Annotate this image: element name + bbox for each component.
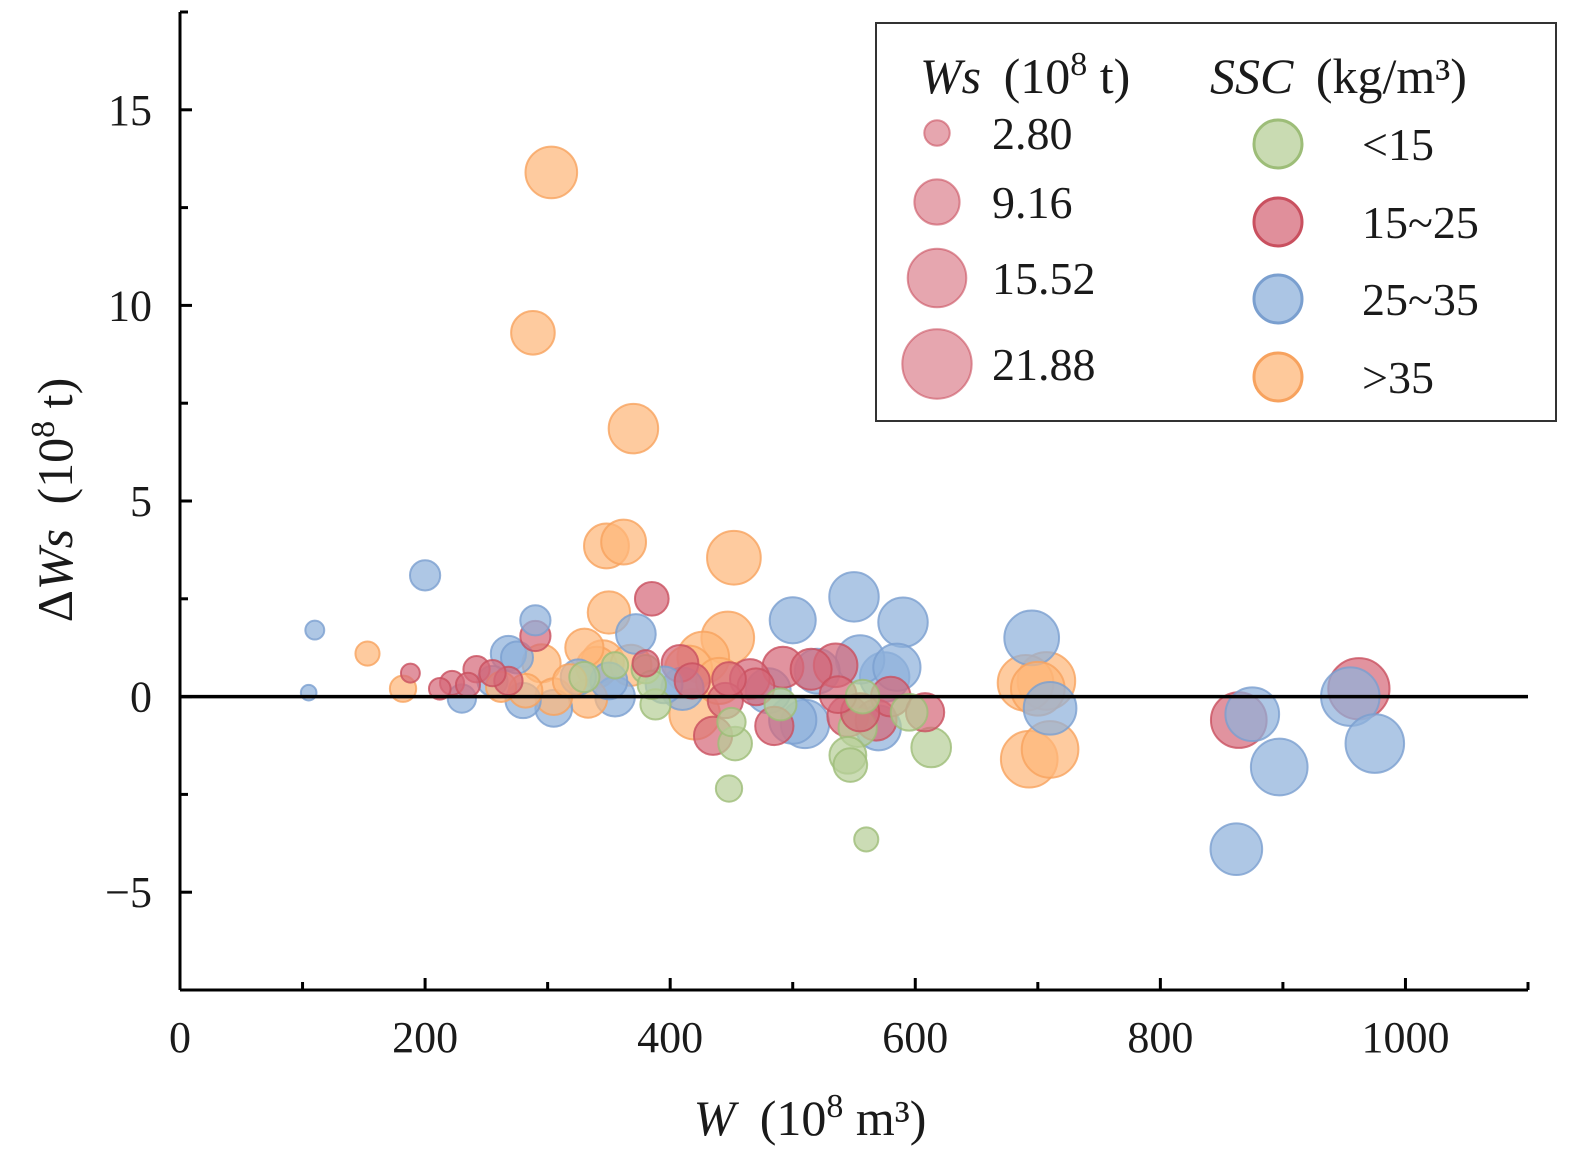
- color-legend-marker: [1252, 196, 1304, 248]
- size-legend-marker: [901, 328, 973, 400]
- x-tick-label: 600: [882, 1013, 948, 1062]
- bubble-point-gt35: [524, 145, 579, 200]
- x-tick-label: 1000: [1361, 1013, 1449, 1062]
- bubble-point-25to35: [1224, 686, 1281, 743]
- size-legend-label: 9.16: [992, 177, 1073, 228]
- y-tick-label: 10: [108, 281, 152, 330]
- color-legend-label: >35: [1362, 352, 1434, 403]
- bubble-point-25to35: [828, 571, 880, 623]
- bubble-point-lt15: [889, 692, 929, 732]
- bubble-point-gt35: [600, 518, 648, 566]
- bubble-point-15to25: [399, 662, 421, 684]
- bubble-point-lt15: [714, 774, 744, 803]
- bubble-point-25to35: [1022, 680, 1078, 736]
- bubble-point-25to35: [1344, 713, 1406, 774]
- bubble-point-25to35: [1003, 609, 1061, 667]
- bubble-point-lt15: [600, 651, 630, 680]
- x-tick-label: 200: [392, 1013, 458, 1062]
- bubble-point-15to25: [478, 658, 507, 688]
- bubble-point-25to35: [304, 619, 326, 641]
- bubble-point-lt15: [853, 826, 880, 853]
- bubble-point-gt35: [607, 402, 660, 455]
- bubble-point-25to35: [768, 596, 817, 645]
- size-legend-marker: [923, 119, 951, 147]
- bubble-point-15to25: [454, 671, 482, 698]
- size-legend-label: 2.80: [992, 108, 1073, 159]
- size-legend-label: 21.88: [992, 339, 1096, 390]
- color-legend-title: SSC (kg/m³): [1210, 48, 1467, 104]
- bubble-point-25to35: [408, 559, 442, 592]
- size-legend-label: 15.52: [992, 253, 1096, 304]
- x-tick-label: 0: [169, 1013, 191, 1062]
- bubble-point-15to25: [789, 647, 833, 691]
- bubble-point-15to25: [711, 661, 747, 697]
- size-legend-items: 2.80 9.16 15.52 21.88: [901, 108, 1096, 400]
- x-tick-label: 800: [1127, 1013, 1193, 1062]
- x-axis-title: W (108 m³): [694, 1088, 927, 1146]
- bubbles-layer: [299, 145, 1406, 876]
- bubble-point-25to35: [615, 613, 657, 655]
- y-tick-label: 0: [130, 673, 152, 722]
- legend: Ws (108 t) SSC (kg/m³) 2.80 9.16 15.52 21.8…: [875, 22, 1557, 422]
- color-legend-items: <15 15~25 25~35 >35: [1252, 118, 1479, 403]
- y-axis-title: ΔWs (108 t): [25, 378, 83, 622]
- ticks: 0 200 400 600 800 1000 −5 0 5 10 15: [105, 10, 1530, 1062]
- legend-box: [875, 22, 1557, 422]
- y-tick-label: 5: [130, 477, 152, 526]
- bubble-point-15to25: [633, 580, 670, 617]
- bubble-point-lt15: [832, 747, 869, 783]
- bubble-point-gt35: [354, 640, 381, 667]
- bubble-point-15to25: [427, 676, 452, 701]
- color-legend-label: 25~35: [1362, 274, 1479, 325]
- bubble-point-lt15: [910, 726, 953, 769]
- size-legend-title: Ws (108 t): [920, 46, 1130, 104]
- size-legend-marker: [913, 178, 961, 226]
- x-tick-label: 400: [637, 1013, 703, 1062]
- color-legend-label: 15~25: [1362, 197, 1479, 248]
- bubble-point-gt35: [510, 309, 556, 356]
- bubble-point-25to35: [877, 596, 929, 649]
- bubble-point-lt15: [763, 687, 798, 722]
- size-legend-marker: [906, 247, 968, 309]
- bubble-point-25to35: [519, 604, 552, 637]
- bubble-point-15to25: [673, 662, 711, 700]
- bubble-point-gt35: [706, 529, 762, 586]
- bubble-point-lt15: [568, 660, 601, 694]
- color-legend-marker: [1252, 273, 1304, 325]
- bubble-point-25to35: [1249, 737, 1309, 797]
- color-legend-label: <15: [1362, 119, 1434, 170]
- color-legend-marker: [1252, 118, 1304, 170]
- bubble-point-15to25: [631, 649, 660, 678]
- y-tick-label: −5: [105, 868, 152, 917]
- bubble-point-25to35: [1209, 822, 1264, 876]
- color-legend-marker: [1252, 351, 1304, 403]
- y-tick-label: 15: [108, 86, 152, 135]
- bubble-point-lt15: [716, 706, 747, 738]
